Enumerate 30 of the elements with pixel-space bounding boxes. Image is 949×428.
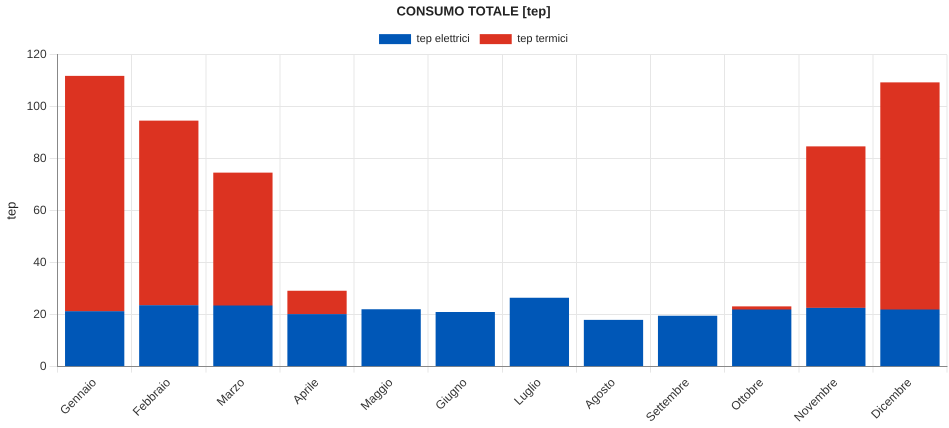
bar — [880, 82, 940, 310]
bar — [806, 146, 866, 308]
chart-title: CONSUMO TOTALE [tep] — [396, 3, 551, 18]
y-tick-label: 40 — [33, 254, 47, 269]
bar — [139, 305, 198, 366]
y-tick-label: 0 — [40, 358, 47, 373]
bar — [287, 314, 347, 366]
bar — [213, 172, 273, 306]
y-tick-label: 120 — [26, 46, 47, 61]
bar — [436, 312, 495, 366]
bar — [510, 298, 570, 366]
legend-label: tep elettrici — [416, 33, 470, 46]
legend-label: tep termici — [517, 33, 568, 46]
bar — [806, 308, 866, 366]
bar — [213, 306, 273, 366]
y-tick-label: 60 — [33, 202, 47, 217]
bar — [139, 120, 198, 306]
bar — [65, 76, 124, 312]
bar — [880, 309, 940, 366]
bar — [732, 306, 792, 310]
y-tick-label: 20 — [33, 306, 47, 321]
bar — [584, 320, 644, 366]
bar — [658, 316, 718, 366]
bar — [287, 290, 347, 314]
y-axis-title: tep — [3, 202, 18, 220]
bar — [361, 309, 421, 366]
y-tick-label: 100 — [26, 98, 47, 113]
bar — [732, 309, 792, 366]
bar — [65, 311, 124, 366]
y-tick-label: 80 — [33, 150, 47, 165]
